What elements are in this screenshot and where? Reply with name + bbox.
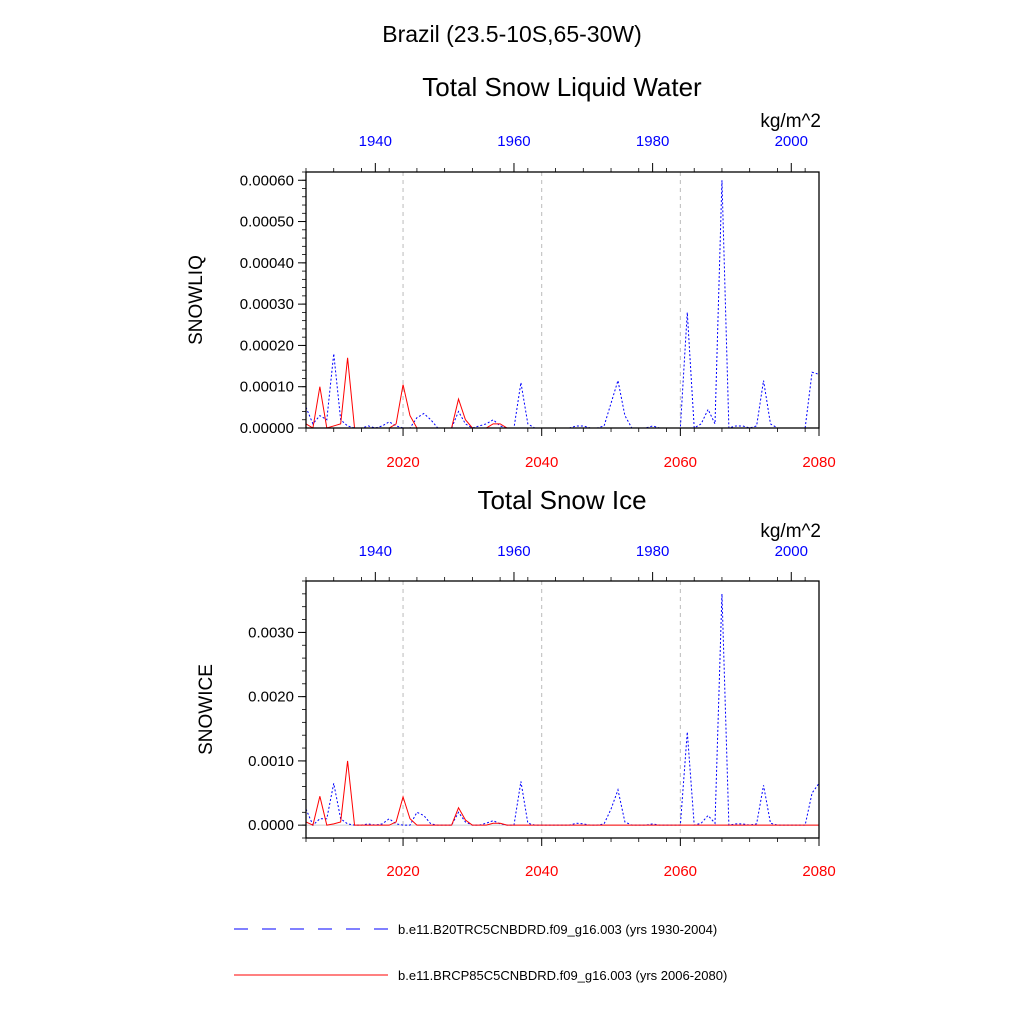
x-bottom-tick-label-0-0: 2020: [386, 454, 419, 471]
x-top-tick-label-1-2: 1980: [636, 543, 669, 560]
x-bottom-tick-label-0-2: 2060: [664, 454, 697, 471]
plot-frame-0: [305, 171, 820, 429]
plot-frame-1: [305, 580, 820, 839]
y-tick-label-0-3: 0.00030: [240, 296, 294, 313]
x-bottom-tick-label-1-2: 2060: [664, 863, 697, 880]
x-bottom-tick-label-0-1: 2040: [525, 454, 558, 471]
units-label-1: kg/m^2: [760, 521, 821, 542]
figure-title: Brazil (23.5-10S,65-30W): [382, 21, 642, 47]
x-bottom-tick-label-1-3: 2080: [802, 863, 835, 880]
panel-snowliq: Total Snow Liquid Water kg/m^2 SNOWLIQ 0.00…: [186, 72, 836, 471]
x-top-tick-label-0-0: 1940: [359, 133, 392, 150]
chart-title-1: Total Snow Ice: [477, 485, 646, 515]
legend: b.e11.B20TRC5CNBDRD.f09_g16.003 (yrs 193…: [234, 922, 727, 983]
y-tick-label-1-1: 0.0010: [248, 753, 294, 770]
x-bottom-tick-label-0-3: 2080: [802, 454, 835, 471]
x-top-tick-label-1-3: 2000: [775, 543, 808, 560]
y-tick-label-0-2: 0.00020: [240, 337, 294, 354]
legend-label-historical: b.e11.B20TRC5CNBDRD.f09_g16.003 (yrs 193…: [398, 922, 717, 937]
x-top-tick-label-0-3: 2000: [775, 133, 808, 150]
x-top-tick-label-1-1: 1960: [497, 543, 530, 560]
series-line-1-0: [306, 593, 819, 826]
x-top-tick-label-0-1: 1960: [497, 133, 530, 150]
series-line-0-1: [306, 357, 819, 428]
y-axis-label-1: SNOWICE: [196, 664, 217, 755]
y-axis-label-0: SNOWLIQ: [186, 255, 207, 345]
legend-label-rcp85: b.e11.BRCP85C5CNBDRD.f09_g16.003 (yrs 20…: [398, 968, 727, 983]
y-tick-label-0-5: 0.00050: [240, 214, 294, 231]
y-tick-label-0-4: 0.00040: [240, 255, 294, 272]
x-bottom-tick-label-1-0: 2020: [386, 863, 419, 880]
y-tick-label-1-0: 0.0000: [248, 817, 294, 834]
y-tick-label-0-6: 0.00060: [240, 172, 294, 189]
x-top-tick-label-1-0: 1940: [359, 543, 392, 560]
series-line-0-0: [306, 180, 819, 428]
y-tick-label-1-2: 0.0020: [248, 689, 294, 706]
x-bottom-tick-label-1-1: 2040: [525, 863, 558, 880]
x-top-tick-label-0-2: 1980: [636, 133, 669, 150]
y-tick-label-0-0: 0.00000: [240, 420, 294, 437]
units-label-0: kg/m^2: [760, 111, 821, 132]
panel-snowice: Total Snow Ice kg/m^2 SNOWICE 0.0000 0.0010 0…: [196, 485, 836, 880]
chart-title-0: Total Snow Liquid Water: [422, 72, 702, 102]
series-line-1-1: [306, 760, 819, 826]
y-tick-label-1-3: 0.0030: [248, 624, 294, 641]
y-tick-label-0-1: 0.00010: [240, 379, 294, 396]
